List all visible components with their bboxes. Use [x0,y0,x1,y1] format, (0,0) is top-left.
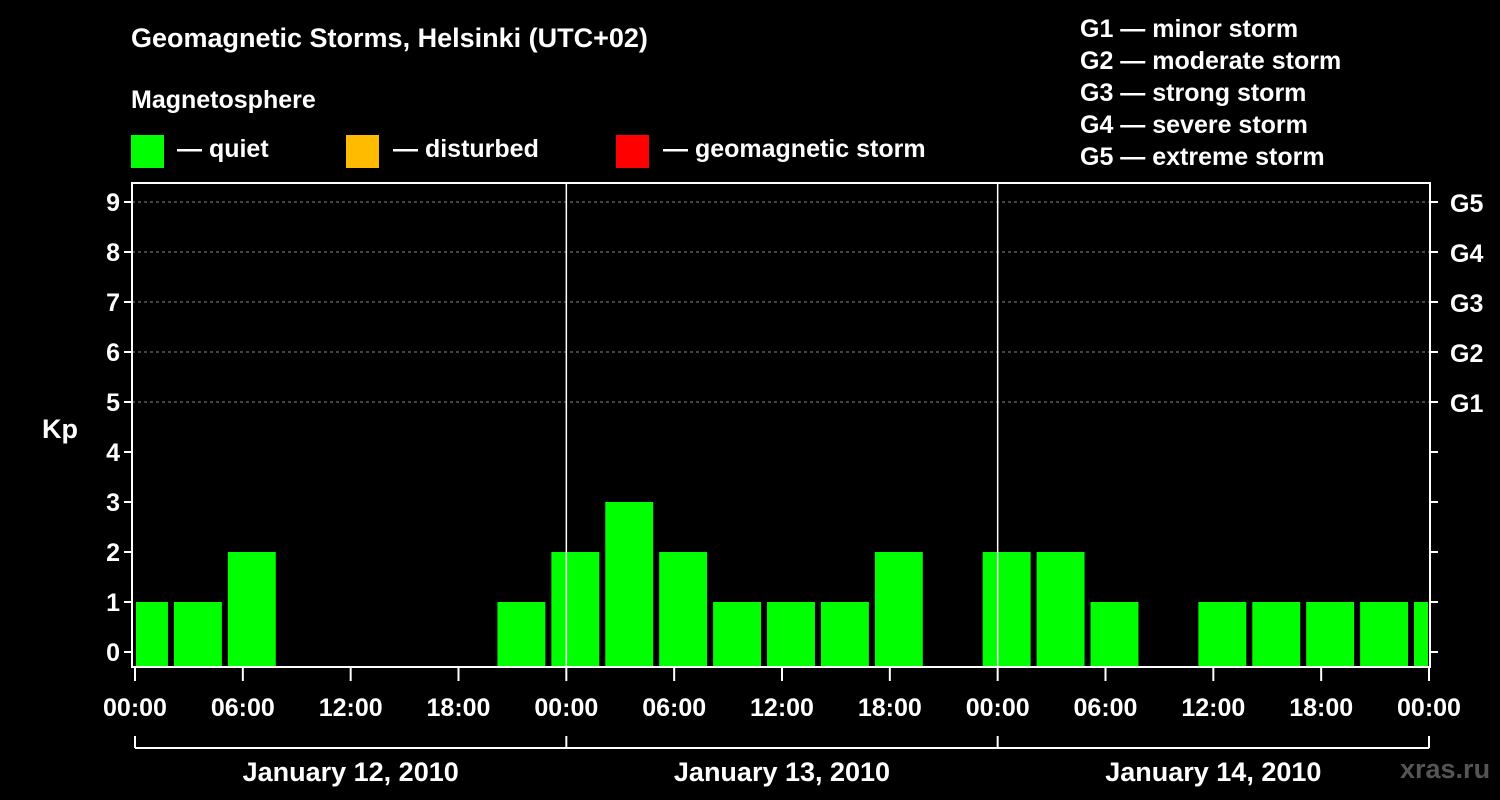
kp-bar [1360,602,1409,667]
scale-g1: G1 — minor storm [1080,15,1299,43]
legend-label-disturbed: — disturbed [393,135,539,163]
kp-bar [767,602,815,667]
legend-heading: Magnetosphere [131,86,316,114]
ytick-label: 8 [106,239,120,267]
legend-swatch-quiet [131,135,164,168]
legend-label-storm: — geomagnetic storm [663,135,926,163]
g-level-label: G2 [1450,340,1483,368]
kp-bar [713,602,762,667]
kp-bar [1090,602,1139,667]
xtick-label: 18:00 [858,694,922,722]
ytick-label: 4 [106,439,120,467]
xtick-label: 18:00 [1289,694,1353,722]
watermark: xras.ru [1400,754,1491,784]
ytick-label: 7 [106,289,120,317]
kp-bar [874,552,923,667]
kp-bar [173,602,222,667]
xtick-label: 00:00 [534,694,598,722]
g-level-label: G1 [1450,390,1483,418]
xtick-label: 00:00 [966,694,1030,722]
day-label: January 14, 2010 [1105,757,1321,787]
kp-bar [820,602,869,667]
scale-g5: G5 — extreme storm [1080,143,1325,171]
kp-bar [136,602,168,667]
ytick-label: 3 [106,489,120,517]
kp-bar [1036,552,1085,667]
kp-bar [551,552,600,667]
xtick-label: 18:00 [427,694,491,722]
legend-swatch-disturbed [346,135,379,168]
kp-bar [1306,602,1355,667]
xtick-label: 00:00 [1397,694,1461,722]
g-level-label: G3 [1450,290,1483,318]
plot-frame [131,182,1431,668]
y-axis-title: Kp [42,414,78,444]
legend-swatch-storm [616,135,649,168]
kp-bar [227,552,276,667]
ytick-label: 6 [106,339,120,367]
kp-bar [659,552,708,667]
ytick-label: 0 [106,639,120,667]
kp-bar [1252,602,1301,667]
g-level-label: G5 [1450,190,1483,218]
xtick-label: 00:00 [103,694,167,722]
chart-title: Geomagnetic Storms, Helsinki (UTC+02) [131,23,648,53]
kp-bar [1414,602,1428,667]
day-label: January 12, 2010 [243,757,459,787]
ytick-label: 5 [106,389,120,417]
ytick-label: 9 [106,189,120,217]
scale-g3: G3 — strong storm [1080,79,1307,107]
xtick-label: 12:00 [1181,694,1245,722]
xtick-label: 06:00 [211,694,275,722]
kp-bar [605,502,654,667]
xtick-label: 12:00 [319,694,383,722]
xtick-label: 06:00 [642,694,706,722]
day-label: January 13, 2010 [674,757,890,787]
kp-bar [982,552,1031,667]
ytick-label: 2 [106,539,120,567]
kp-bar [497,602,546,667]
legend-label-quiet: — quiet [177,135,269,163]
scale-g4: G4 — severe storm [1080,111,1308,139]
xtick-label: 06:00 [1074,694,1138,722]
ytick-label: 1 [106,589,120,617]
xtick-label: 12:00 [750,694,814,722]
scale-g2: G2 — moderate storm [1080,47,1342,75]
g-level-label: G4 [1450,240,1483,268]
kp-bar [1198,602,1247,667]
